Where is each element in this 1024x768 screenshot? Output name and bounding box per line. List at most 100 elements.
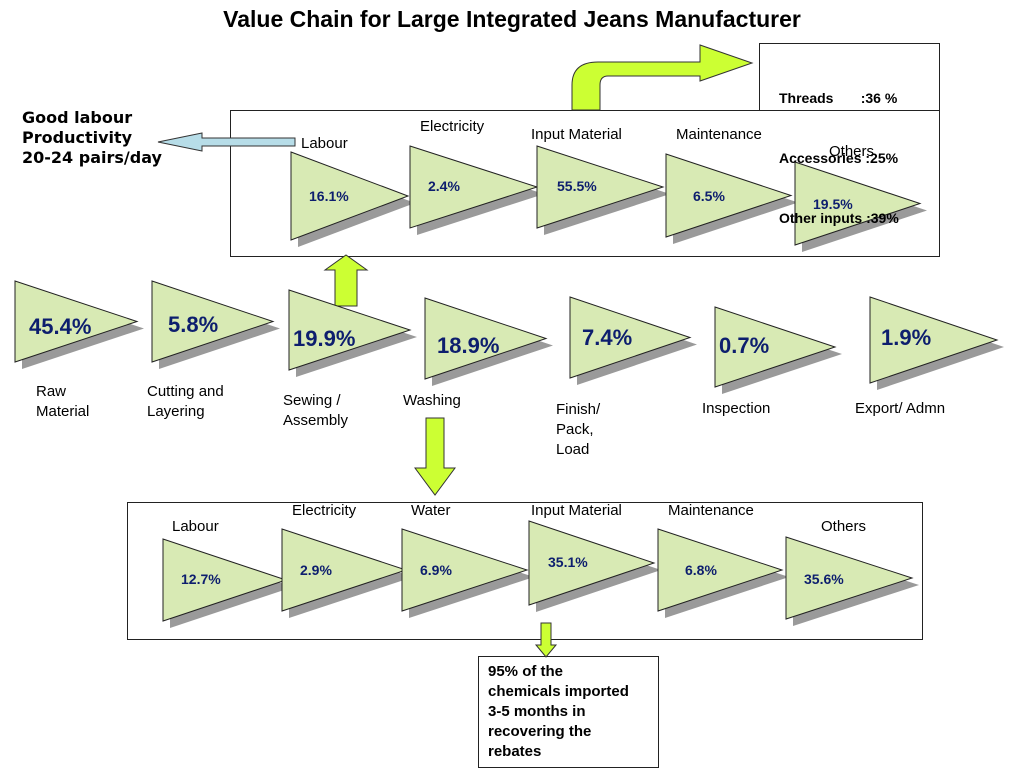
washing-breakdown-label: Input Material: [531, 502, 622, 519]
chemicals-down-arrow: [534, 622, 558, 658]
step-label-washing: Washing: [403, 391, 461, 411]
value-label: 45.4%: [29, 314, 91, 339]
step-label-line: Cutting and: [147, 383, 224, 400]
sewing-up-arrow: [323, 254, 369, 307]
sewing-breakdown-label: Electricity: [420, 118, 485, 135]
triangle-shape: [794, 161, 922, 246]
step-label-line: Inspection: [702, 400, 771, 417]
threads-legend: Threads :36 % Accessories :25% Other inp…: [779, 48, 899, 248]
step-label-line: Export/ Admn: [855, 400, 946, 417]
value-label: 19.9%: [293, 326, 355, 351]
step-label-finish: Finish/ Pack, Load: [556, 400, 600, 460]
step-label-line: Washing: [403, 392, 461, 409]
value-label: 55.5%: [557, 178, 597, 194]
step-label-line: Pack,: [556, 421, 594, 438]
washing-breakdown-triangle: 6.8%: [657, 528, 789, 618]
triangle-shape: [528, 520, 656, 606]
step-label-export: Export/ Admn: [855, 399, 945, 419]
value-label: 0.7%: [719, 333, 769, 358]
value-label: 19.5%: [813, 196, 853, 212]
triangle-shape: [409, 145, 539, 229]
step-label-line: Layering: [147, 403, 205, 420]
sewing-breakdown-triangle: 19.5%: [794, 161, 927, 252]
chemicals-note-box: [478, 656, 659, 768]
step-label-cutting: Cutting and Layering: [147, 382, 224, 422]
main-chain-triangle: 19.9%: [288, 289, 417, 377]
step-label-line: Raw: [36, 383, 67, 400]
productivity-note: Good labour Productivity 20-24 pairs/day: [22, 108, 162, 168]
chemicals-note: 95% of the chemicals imported 3-5 months…: [488, 662, 629, 762]
threads-curved-arrow: [571, 44, 754, 111]
value-label: 12.7%: [181, 571, 221, 587]
washing-breakdown-label: Electricity: [292, 502, 357, 519]
triangle-shape: [785, 536, 914, 620]
step-label-line: Assembly: [283, 412, 349, 429]
triangle-shape: [290, 151, 410, 241]
triangle-shape: [869, 296, 999, 384]
value-label: 6.9%: [420, 562, 452, 578]
value-label: 6.5%: [693, 188, 725, 204]
washing-breakdown-triangle: 6.9%: [401, 528, 534, 618]
triangle-shape: [665, 153, 793, 238]
value-label: 18.9%: [437, 333, 499, 358]
washing-breakdown-label: Others: [821, 518, 867, 535]
main-chain-triangle: 5.8%: [151, 280, 280, 369]
triangle-shape: [424, 297, 548, 380]
washing-breakdown-triangle: 12.7%: [162, 538, 293, 628]
threads-line: Threads :36 %: [779, 90, 898, 106]
value-label: 35.6%: [804, 571, 844, 587]
triangle-shape: [281, 528, 408, 612]
main-chain-triangle: 1.9%: [869, 296, 1004, 390]
washing-breakdown-triangle: 35.1%: [528, 520, 661, 612]
main-chain-triangle: 18.9%: [424, 297, 553, 386]
step-label-line: Sewing /: [283, 392, 341, 409]
step-label-sewing: Sewing / Assembly: [283, 391, 348, 431]
sewing-breakdown-triangle: 16.1%: [290, 151, 415, 247]
value-label: 7.4%: [582, 325, 632, 350]
value-label: 35.1%: [548, 554, 588, 570]
washing-breakdown-label: Labour: [172, 518, 219, 535]
chemicals-note-line: rebates: [488, 743, 542, 760]
triangle-shape: [162, 538, 288, 622]
productivity-note-line: Good labour: [22, 108, 133, 127]
washing-breakdown-label: Maintenance: [668, 502, 754, 519]
sewing-breakdown-label: Maintenance: [676, 126, 762, 143]
productivity-note-line: Productivity: [22, 128, 133, 147]
other-inputs-line: Other inputs :39%: [779, 210, 899, 226]
value-label: 2.9%: [300, 562, 332, 578]
triangle-shape: [14, 280, 139, 363]
step-label-line: Load: [556, 441, 590, 458]
sewing-breakdown-triangle: 2.4%: [409, 145, 544, 235]
main-chain-triangle: 0.7%: [714, 306, 842, 394]
value-label: 2.4%: [428, 178, 460, 194]
step-label-line: Material: [36, 403, 90, 420]
triangle-shape: [536, 145, 665, 229]
sewing-breakdown-label: Labour: [301, 135, 348, 152]
triangle-shape: [151, 280, 275, 363]
value-label: 1.9%: [881, 325, 931, 350]
sewing-breakdown-triangle: 6.5%: [665, 153, 798, 244]
step-label-raw-material: Raw Material: [36, 382, 89, 422]
main-chain-triangle: 7.4%: [569, 296, 697, 385]
value-label: 16.1%: [309, 188, 349, 204]
threads-box: [759, 43, 940, 111]
main-chain-triangle: 45.4%: [14, 280, 144, 369]
washing-breakdown-triangle: 35.6%: [785, 536, 919, 626]
productivity-note-line: 20-24 pairs/day: [22, 148, 162, 167]
triangle-shape: [714, 306, 837, 388]
triangle-shape: [657, 528, 784, 612]
washing-down-arrow: [414, 417, 456, 496]
sewing-breakdown-triangle: 55.5%: [536, 145, 670, 235]
chemicals-note-line: 95% of the: [488, 663, 564, 680]
step-label-inspection: Inspection: [702, 399, 770, 419]
sewing-breakdown-label: Input Material: [531, 126, 622, 143]
accessories-line: Accessories :25%: [779, 150, 899, 166]
chemicals-note-line: 3-5 months in: [488, 703, 586, 720]
triangle-shape: [569, 296, 692, 379]
value-label: 5.8%: [168, 312, 218, 337]
value-label: 6.8%: [685, 562, 717, 578]
step-label-line: Finish/: [556, 401, 601, 418]
washing-breakdown-triangle: 2.9%: [281, 528, 413, 618]
triangle-shape: [401, 528, 529, 612]
